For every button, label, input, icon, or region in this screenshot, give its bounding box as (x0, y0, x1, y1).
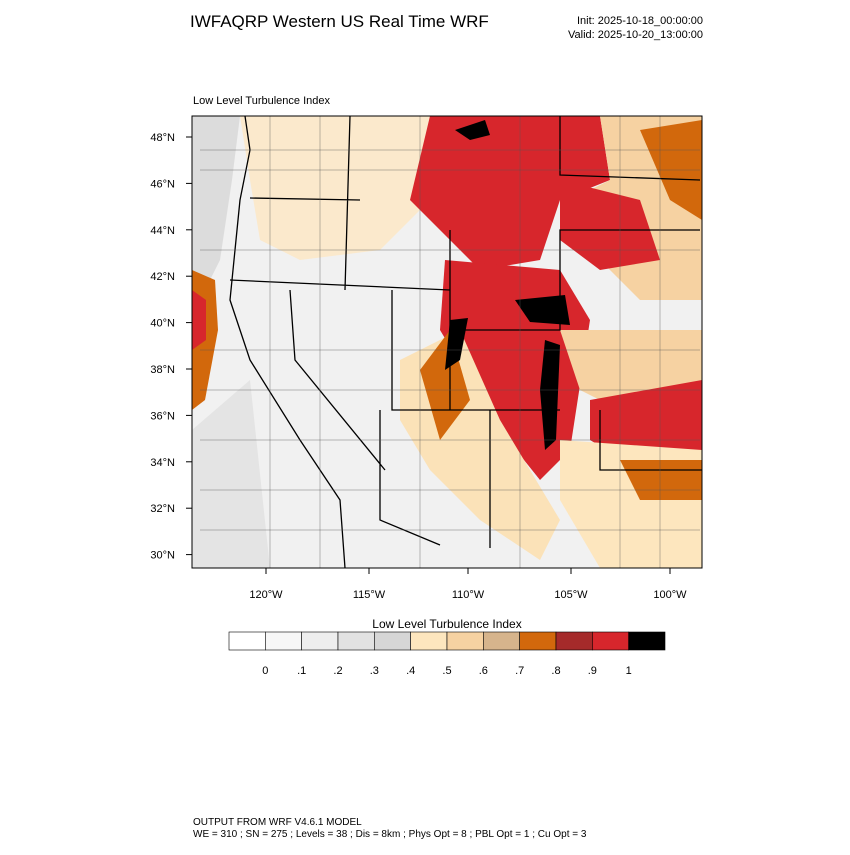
colorbar-swatch (374, 631, 411, 651)
lon-label: 105°W (554, 589, 588, 601)
footer-line: OUTPUT FROM WRF V4.6.1 MODEL (193, 817, 362, 828)
colorbar-tick-label: .8 (551, 665, 560, 677)
colorbar-tick-label: .6 (479, 665, 488, 677)
lon-label: 110°W (452, 589, 485, 601)
colorbar-tick-label: .4 (406, 665, 415, 677)
colorbar-tick-label: .7 (515, 665, 524, 677)
title: IWFAQRP Western US Real Time WRF (190, 12, 489, 31)
colorbar-tick-label: .5 (442, 665, 451, 677)
colorbar-swatch (265, 631, 302, 651)
map-frame (191, 115, 703, 569)
colorbar-swatch (628, 631, 666, 651)
lat-label: 48°N (150, 132, 175, 144)
footer-line: WE = 310 ; SN = 275 ; Levels = 38 ; Dis … (193, 829, 587, 840)
lat-label: 44°N (150, 225, 175, 237)
colorbar: 0 .1 .2 .3 .4 .5 .6 .7 .8 .9 1 (228, 631, 666, 677)
colorbar-tick-label: 0 (262, 665, 268, 677)
colorbar-tick-label: .3 (370, 665, 379, 677)
lon-label: 120°W (249, 589, 283, 601)
map-subtitle: Low Level Turbulence Index (193, 95, 330, 107)
lat-label: 36°N (150, 410, 175, 422)
lat-label: 30°N (150, 550, 175, 562)
colorbar-swatch (446, 631, 484, 651)
colorbar-swatch (519, 631, 557, 651)
colorbar-title: Low Level Turbulence Index (372, 617, 521, 631)
lat-label: 32°N (150, 503, 175, 515)
colorbar-swatch (592, 631, 629, 651)
lat-label: 34°N (150, 457, 175, 469)
init-time: Init: 2025-10-18_00:00:00 (577, 15, 703, 27)
colorbar-swatch (301, 631, 339, 651)
valid-time: Valid: 2025-10-20_13:00:00 (568, 29, 703, 41)
colorbar-swatch (228, 631, 266, 651)
colorbar-tick-label: 1 (626, 665, 632, 677)
colorbar-tick-label: .9 (588, 665, 597, 677)
colorbar-swatch (337, 631, 375, 651)
colorbar-tick-label: .2 (333, 665, 342, 677)
lon-label: 100°W (653, 589, 687, 601)
lat-label: 46°N (150, 178, 175, 190)
lon-label: 115°W (353, 589, 386, 601)
lat-label: 38°N (150, 364, 175, 376)
lat-label: 40°N (150, 318, 175, 330)
colorbar-tick-label: .1 (297, 665, 306, 677)
colorbar-swatch (410, 631, 448, 651)
map-axes: 48°N 46°N 44°N 42°N 40°N 38°N 36°N 34°N 32°N 30°N… (150, 132, 687, 601)
colorbar-swatch (555, 631, 593, 651)
lat-label: 42°N (150, 271, 175, 283)
colorbar-swatch (483, 631, 520, 651)
map-field (192, 116, 702, 568)
